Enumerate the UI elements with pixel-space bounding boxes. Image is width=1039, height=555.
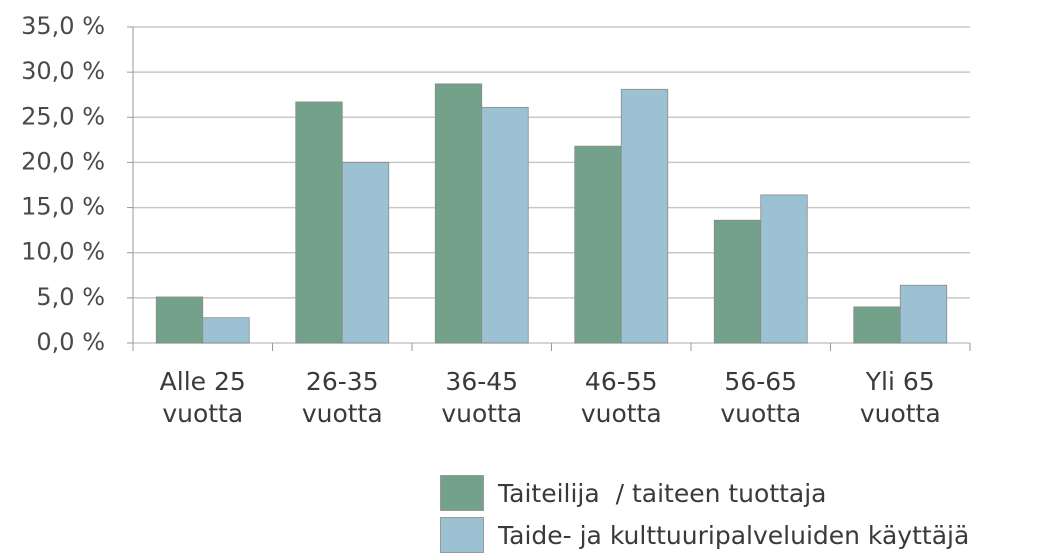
bar — [295, 101, 343, 344]
y-tick-label: 30,0 % — [21, 57, 105, 85]
y-tick-label: 5,0 % — [36, 283, 105, 311]
y-tick-label: 35,0 % — [21, 12, 105, 40]
bar — [574, 145, 622, 344]
y-tick-label: 0,0 % — [36, 328, 105, 356]
x-tick-label: 46-55 vuotta — [580, 367, 662, 428]
legend-label: Taide- ja kulttuuripalveluiden käyttäjä — [498, 520, 970, 550]
bar — [202, 317, 250, 344]
bar — [155, 296, 204, 344]
x-tick-label: Yli 65 vuotta — [859, 367, 941, 428]
x-tick-label: 26-35 vuotta — [301, 367, 383, 428]
legend-swatch — [440, 475, 484, 511]
legend-swatch — [440, 517, 484, 553]
x-tick-label: Alle 25 vuotta — [159, 367, 246, 428]
x-tick-label: 36-45 vuotta — [441, 367, 523, 428]
bar — [341, 162, 390, 344]
bar — [853, 306, 901, 344]
y-tick-label: 15,0 % — [21, 193, 105, 221]
bar — [713, 219, 762, 344]
bar — [434, 83, 483, 344]
bar — [760, 194, 808, 344]
y-tick-label: 25,0 % — [21, 102, 105, 130]
legend-item: Taide- ja kulttuuripalveluiden käyttäjä — [440, 517, 969, 553]
y-tick-label: 20,0 % — [21, 147, 105, 175]
x-tick-label: 56-65 vuotta — [720, 367, 802, 428]
legend-item: Taiteilija / taiteen tuottaja — [440, 475, 827, 511]
bar — [620, 88, 669, 344]
y-tick-label: 10,0 % — [21, 238, 105, 266]
legend-label: Taiteilija / taiteen tuottaja — [498, 478, 827, 508]
bar — [899, 284, 948, 344]
bar — [481, 106, 529, 344]
